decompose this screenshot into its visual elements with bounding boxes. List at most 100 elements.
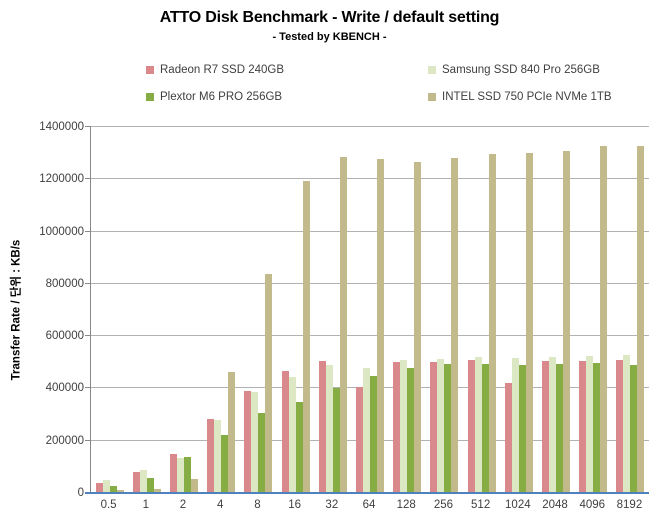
legend-item: Plextor M6 PRO 256GB bbox=[146, 91, 428, 103]
legend-swatch-icon bbox=[146, 66, 154, 74]
bar bbox=[400, 359, 408, 493]
bar bbox=[437, 359, 445, 493]
bar-group-8 bbox=[240, 127, 277, 493]
bar bbox=[207, 419, 215, 493]
bar bbox=[244, 391, 252, 493]
bar bbox=[95, 482, 103, 493]
x-tick-label: 4 bbox=[217, 499, 224, 511]
bar-group-4 bbox=[203, 127, 240, 493]
gridline bbox=[91, 126, 649, 127]
chart-subtitle: - Tested by KBENCH - bbox=[272, 31, 387, 43]
x-tick-label: 512 bbox=[471, 499, 491, 511]
bar bbox=[393, 362, 401, 493]
x-tick-label: 1 bbox=[142, 499, 149, 511]
bar bbox=[630, 364, 638, 493]
y-tick-label: 1000000 bbox=[39, 225, 84, 238]
bar-group-64 bbox=[351, 127, 388, 493]
bar bbox=[325, 364, 333, 493]
bar bbox=[191, 478, 198, 493]
bar bbox=[444, 363, 452, 493]
bar bbox=[637, 146, 645, 493]
legend: Radeon R7 SSD 240GB Samsung SSD 840 Pro 2… bbox=[146, 64, 626, 103]
bar bbox=[116, 489, 124, 493]
bar bbox=[302, 180, 310, 493]
bar-group-2048 bbox=[537, 127, 574, 493]
y-tick-label: 200000 bbox=[45, 434, 84, 447]
bar bbox=[407, 367, 415, 493]
bar-group-1024 bbox=[500, 127, 537, 493]
legend-swatch-icon bbox=[428, 93, 436, 101]
y-tick-label: 1400000 bbox=[39, 121, 84, 133]
bar bbox=[214, 419, 222, 493]
x-tick-label: 256 bbox=[433, 499, 454, 511]
y-tick-mark bbox=[85, 439, 91, 441]
bar bbox=[370, 376, 378, 493]
bar bbox=[132, 471, 140, 493]
bar bbox=[102, 480, 110, 493]
gridline bbox=[91, 282, 649, 284]
x-tick-label: 2 bbox=[179, 499, 187, 511]
bar bbox=[451, 158, 459, 493]
bar bbox=[339, 156, 347, 493]
y-tick-mark bbox=[85, 126, 91, 127]
bar bbox=[556, 363, 564, 493]
bar bbox=[623, 354, 631, 493]
x-axis-tick-labels: 0.5 1 2 4 8 16 32 64 128 256 512 1024 2048 4096 8192 bbox=[90, 499, 648, 511]
bar-group-1 bbox=[128, 127, 165, 493]
bar bbox=[430, 362, 438, 493]
bar bbox=[488, 154, 496, 493]
x-tick-label: 32 bbox=[325, 499, 339, 511]
bar bbox=[170, 454, 177, 493]
x-tick-label: 128 bbox=[396, 499, 416, 511]
bar bbox=[363, 367, 371, 493]
y-tick-label: 600000 bbox=[45, 330, 84, 343]
bar bbox=[377, 158, 385, 493]
bar bbox=[414, 161, 422, 493]
y-tick-mark bbox=[85, 230, 91, 232]
bar bbox=[318, 360, 326, 493]
bar bbox=[356, 387, 364, 493]
bar-group-256 bbox=[426, 127, 463, 493]
bar bbox=[511, 358, 519, 493]
bar bbox=[467, 359, 475, 493]
x-tick-label: 0.5 bbox=[100, 499, 117, 511]
bar bbox=[184, 456, 191, 493]
y-tick-label: 0 bbox=[77, 487, 84, 499]
bar bbox=[295, 401, 303, 493]
bar bbox=[563, 150, 571, 493]
bar-group-128 bbox=[389, 127, 426, 493]
x-tick-label: 1024 bbox=[505, 499, 531, 511]
bar bbox=[474, 357, 482, 493]
bar bbox=[518, 364, 526, 493]
bar bbox=[281, 371, 289, 493]
bar-group-512 bbox=[463, 127, 500, 493]
y-tick-mark bbox=[85, 282, 91, 284]
chart-title: ATTO Disk Benchmark - Write / default se… bbox=[159, 9, 500, 26]
x-tick-label: 2048 bbox=[542, 499, 568, 511]
y-tick-mark bbox=[85, 335, 91, 337]
bar bbox=[525, 152, 533, 493]
legend-label: Plextor M6 PRO 256GB bbox=[160, 91, 283, 103]
legend-label: Radeon R7 SSD 240GB bbox=[160, 64, 285, 76]
bar bbox=[177, 457, 184, 493]
bar-group-16 bbox=[277, 127, 314, 493]
bar bbox=[481, 363, 489, 493]
bar bbox=[265, 274, 273, 493]
y-tick-label: 400000 bbox=[45, 382, 84, 395]
y-tick-mark bbox=[85, 178, 91, 180]
gridline bbox=[91, 335, 649, 337]
x-tick-label: 8 bbox=[254, 499, 261, 511]
bar bbox=[221, 434, 229, 493]
y-tick-mark bbox=[85, 387, 91, 389]
bar bbox=[139, 470, 147, 493]
bar-group-4096 bbox=[575, 127, 612, 493]
gridline bbox=[91, 230, 649, 232]
bar bbox=[332, 388, 340, 493]
bar-group-8192 bbox=[612, 127, 649, 493]
bar-group-0.5 bbox=[91, 127, 128, 493]
y-tick-label: 1200000 bbox=[39, 173, 84, 186]
bar-group-2 bbox=[165, 127, 202, 493]
legend-swatch-icon bbox=[428, 66, 436, 74]
y-axis-tick-labels: 0 200000 400000 600000 800000 1000000 1200000 1… bbox=[0, 121, 84, 499]
y-tick-label: 800000 bbox=[45, 277, 84, 290]
